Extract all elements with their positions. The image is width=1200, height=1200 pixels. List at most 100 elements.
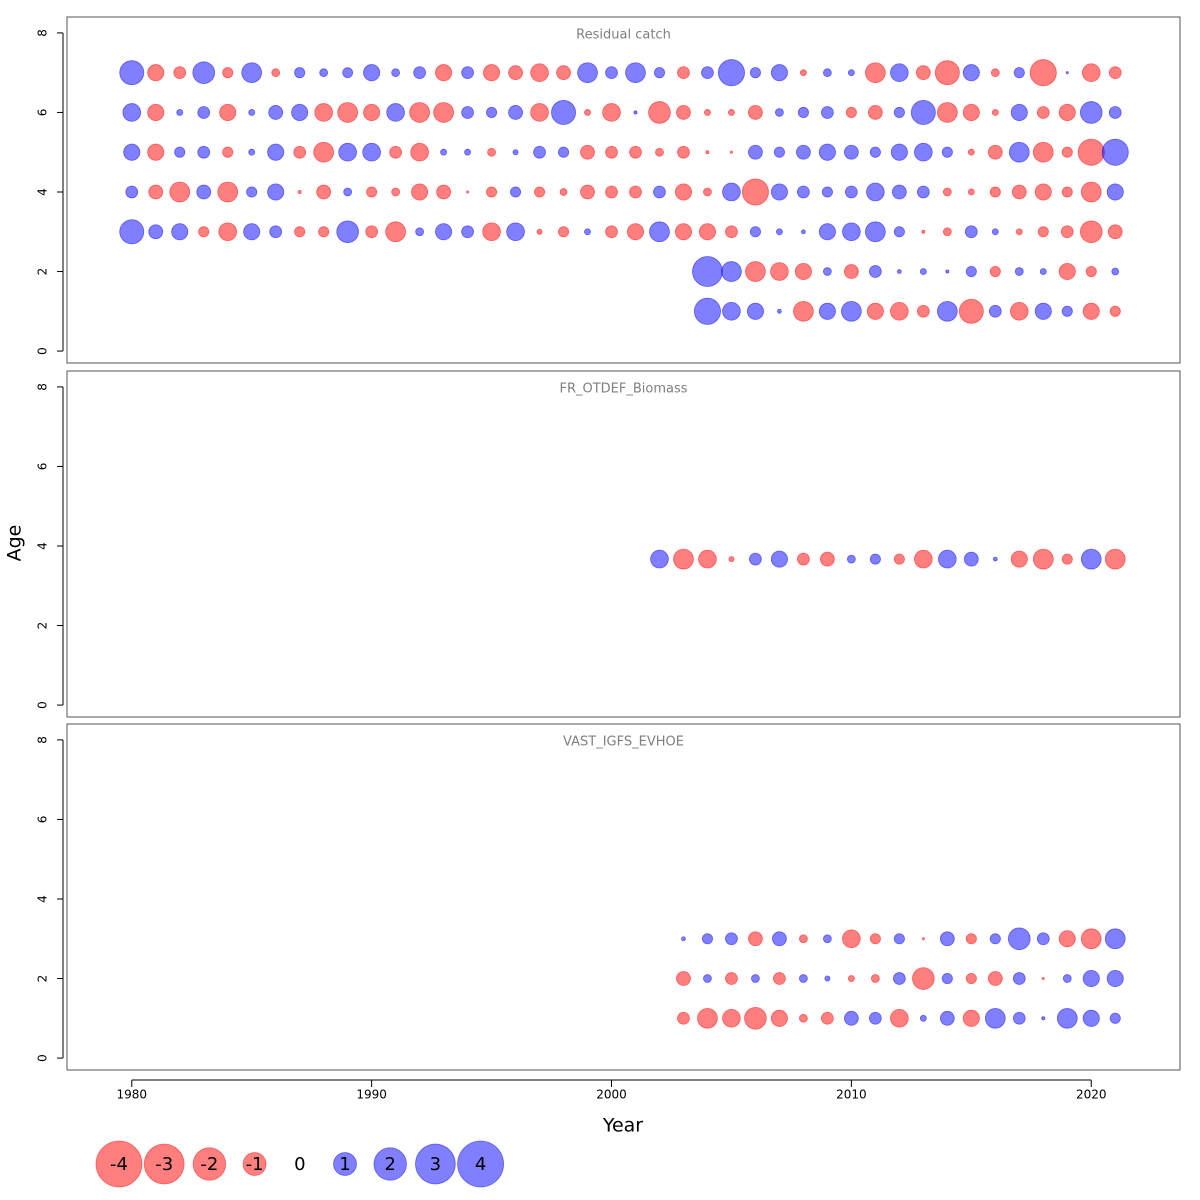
residual-bubble	[435, 64, 453, 82]
legend-bubble	[457, 1140, 505, 1188]
residual-bubble	[653, 67, 666, 79]
residual-bubble	[799, 974, 808, 983]
residual-bubble	[866, 182, 885, 202]
residual-bubble	[461, 106, 474, 119]
residual-bubble	[987, 144, 1003, 160]
residual-bubble	[967, 148, 975, 156]
y-tick-label: 4	[36, 542, 50, 550]
residual-bubble	[870, 974, 880, 983]
residual-bubble	[936, 300, 958, 322]
residual-bubble	[510, 186, 522, 198]
residual-bubble	[770, 550, 788, 568]
residual-bubble	[843, 144, 859, 160]
residual-bubble	[147, 143, 165, 161]
residual-bubble	[919, 1014, 927, 1022]
legend-bubble	[192, 1147, 227, 1181]
residual-bubble	[1085, 265, 1097, 278]
residual-bubble	[649, 221, 670, 243]
residual-bubble	[841, 300, 862, 322]
residual-bubble	[1080, 548, 1102, 570]
residual-bubble	[1012, 972, 1026, 985]
residual-bubble	[1108, 106, 1122, 119]
residual-bubble	[799, 69, 807, 77]
residual-bubble	[890, 301, 909, 321]
residual-bubble	[912, 967, 935, 990]
residual-bubble	[727, 109, 735, 116]
residual-bubble	[869, 933, 881, 945]
residual-bubble	[748, 144, 763, 160]
residual-bubble	[890, 1008, 909, 1028]
residual-bubble	[241, 62, 263, 84]
residual-bubble	[391, 187, 401, 197]
residual-bubble	[1062, 974, 1072, 983]
residual-bubble	[1014, 267, 1024, 276]
residual-bubble	[530, 103, 549, 122]
residual-bubble	[1061, 553, 1073, 565]
legend-bubble	[373, 1147, 407, 1181]
residual-bubble	[865, 62, 886, 84]
residual-bubble	[992, 556, 998, 562]
residual-bubble	[821, 1011, 834, 1025]
residual-bubble	[365, 225, 379, 239]
residual-bubble	[584, 228, 591, 236]
residual-bubble	[294, 226, 306, 238]
residual-bubble	[676, 971, 691, 986]
residual-bubble	[701, 66, 714, 80]
residual-bubble	[964, 225, 978, 239]
residual-bubble	[1032, 548, 1054, 570]
residual-bubble	[797, 185, 810, 199]
legend-bubble	[143, 1143, 185, 1185]
residual-bubble	[941, 972, 953, 985]
residual-bubble	[1041, 976, 1045, 981]
residual-bubble	[580, 184, 595, 200]
residual-bubble	[269, 225, 283, 239]
residual-bubble	[824, 975, 831, 982]
residual-bubble	[942, 227, 952, 237]
residual-bubble	[845, 185, 858, 199]
residual-bubble	[294, 67, 306, 79]
residual-bubble	[1036, 932, 1050, 946]
residual-bubble	[268, 105, 284, 120]
residual-bubble	[197, 106, 211, 119]
residual-bubble	[1060, 225, 1074, 239]
residual-bubble	[693, 297, 721, 325]
residual-bubble	[655, 147, 664, 157]
residual-bubble	[725, 972, 738, 985]
residual-bubble	[1037, 226, 1049, 238]
residual-bubble	[777, 308, 782, 314]
residual-bubble	[745, 261, 766, 282]
residual-bubble	[892, 972, 906, 985]
residual-bubble	[197, 145, 211, 159]
residual-bubble	[698, 223, 716, 241]
residual-bubble	[869, 146, 881, 158]
residual-bubble	[219, 103, 237, 121]
residual-bubble	[770, 64, 788, 82]
residual-bubble	[122, 103, 142, 122]
residual-bubble	[893, 553, 905, 565]
residual-bubble	[939, 1010, 955, 1026]
residual-bubble	[843, 1010, 859, 1026]
residual-bubble	[744, 1006, 767, 1030]
residual-bubble	[794, 262, 812, 281]
residual-bubble	[1056, 1007, 1078, 1029]
y-tick-label: 2	[36, 268, 50, 276]
residual-bubble	[1032, 141, 1054, 163]
residual-bubble	[119, 60, 145, 86]
residual-bubble	[1058, 262, 1076, 281]
residual-bubble	[319, 68, 329, 78]
residual-bubble	[842, 222, 861, 242]
x-tick-label: 1980	[116, 1088, 147, 1102]
residual-bubble	[248, 148, 256, 156]
residual-bubble	[890, 63, 909, 82]
residual-bubble	[1080, 181, 1102, 203]
residual-bubble	[989, 933, 1001, 945]
residual-bubble	[1036, 106, 1050, 119]
residual-bubble	[506, 222, 525, 242]
residual-bubble	[336, 220, 359, 244]
residual-bubble	[1080, 928, 1102, 950]
residual-bubble	[436, 184, 451, 200]
residual-bubble	[147, 103, 165, 121]
residual-bubble	[653, 185, 666, 199]
residual-bubble	[1010, 103, 1028, 121]
residual-bubble	[916, 304, 930, 318]
